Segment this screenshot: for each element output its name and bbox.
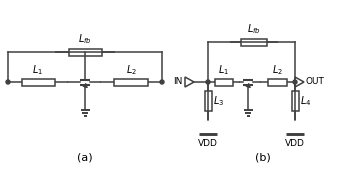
Text: $L_3$: $L_3$ [213,94,224,108]
Bar [215,78,233,86]
Text: (b): (b) [255,152,270,162]
Bar [268,78,287,86]
Text: IN: IN [174,76,183,86]
Bar [68,48,102,56]
Circle shape [206,80,210,84]
Text: $L_2$: $L_2$ [126,63,136,77]
Circle shape [6,80,10,84]
Text: $L_1$: $L_1$ [33,63,44,77]
Bar [241,39,267,46]
Text: VDD: VDD [285,139,305,148]
Text: VDD: VDD [198,139,218,148]
Bar [114,78,148,86]
Text: OUT: OUT [306,76,325,86]
Bar [21,78,54,86]
Circle shape [293,80,297,84]
Circle shape [160,80,164,84]
Bar [291,91,299,111]
Text: $L_2$: $L_2$ [272,63,283,77]
Text: (a): (a) [77,152,93,162]
Text: $L_1$: $L_1$ [218,63,229,77]
Text: $L_{fb}$: $L_{fb}$ [247,22,261,36]
Bar [204,91,212,111]
Text: $L_{fb}$: $L_{fb}$ [78,32,92,46]
Text: $L_4$: $L_4$ [300,94,311,108]
